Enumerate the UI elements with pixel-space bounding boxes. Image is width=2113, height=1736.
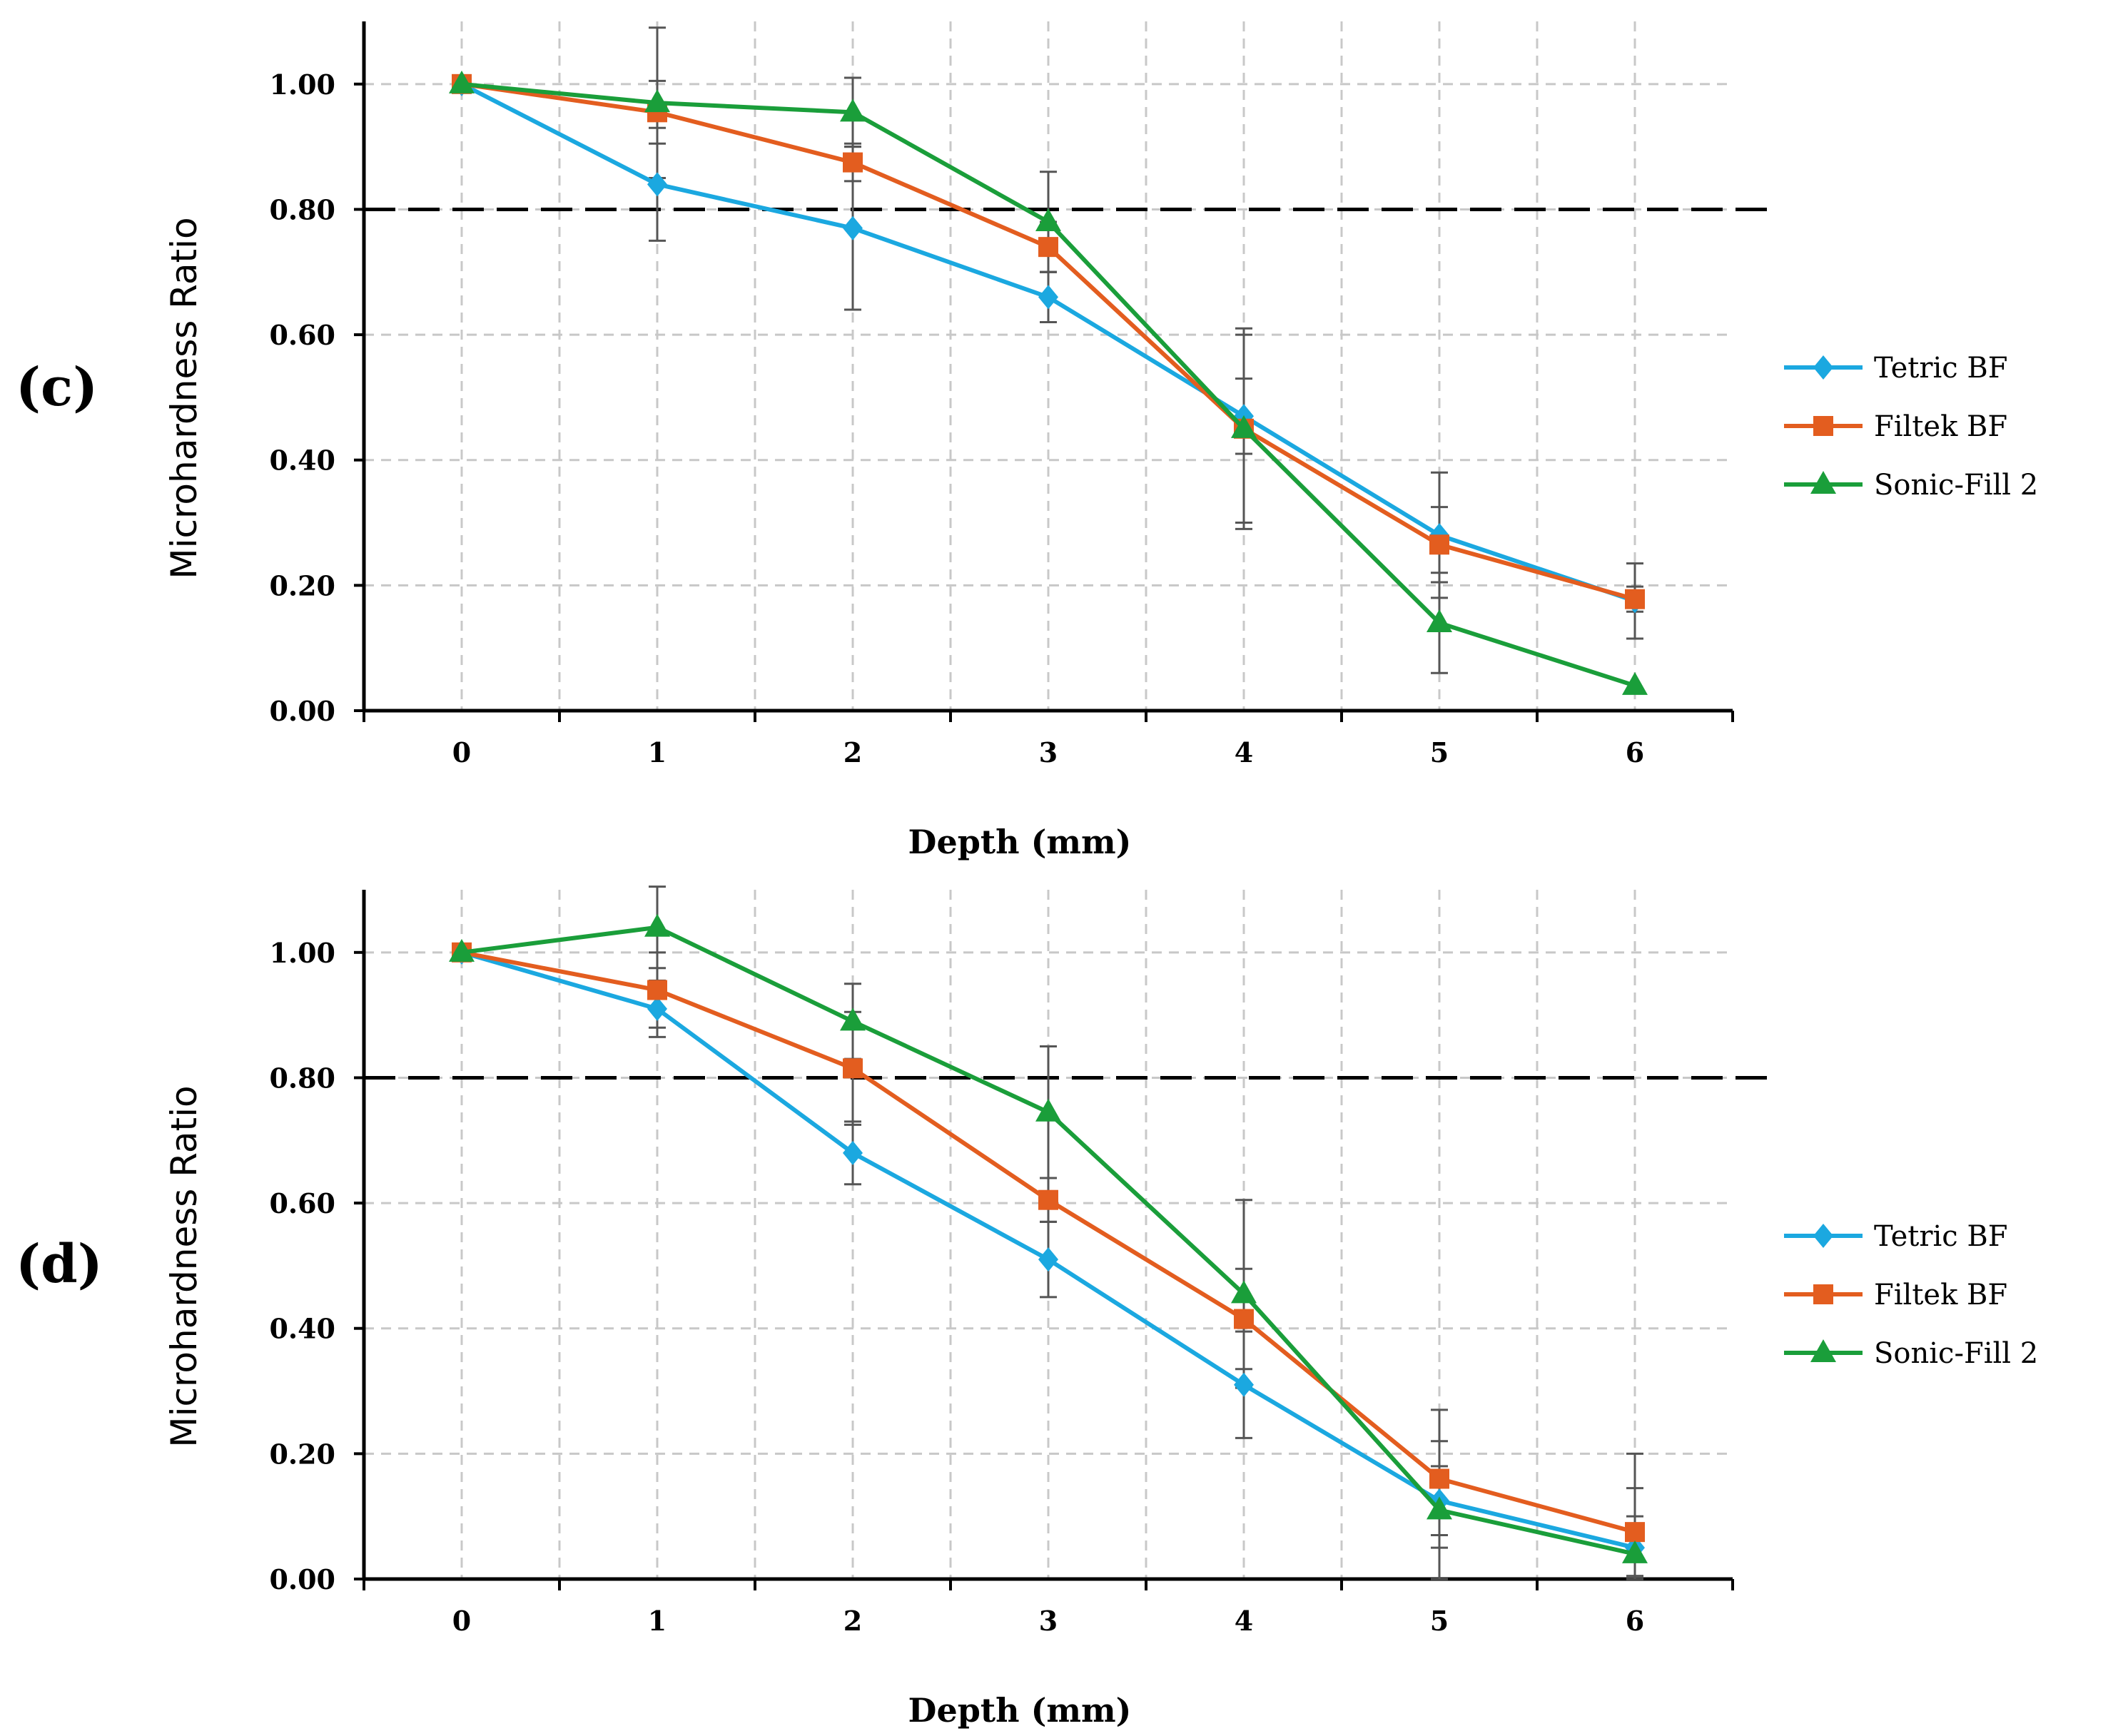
y-tick-label: 0.80 — [269, 193, 335, 225]
legend-label-sonic-fill-2: Sonic-Fill 2 — [1874, 1337, 2038, 1370]
legend-label-tetric-bf: Tetric BF — [1874, 1220, 2008, 1253]
data-point-sonic-fill-2 — [1231, 415, 1257, 438]
x-tick-label: 3 — [1039, 1605, 1058, 1637]
data-point-sonic-fill-2 — [1427, 609, 1452, 633]
data-point-sonic-fill-2 — [840, 1007, 866, 1031]
y-axis-title: Microhardness Ratio — [163, 1085, 205, 1447]
data-point-tetric-bf — [1038, 285, 1058, 310]
data-point-sonic-fill-2 — [1231, 1280, 1257, 1304]
x-tick-label: 5 — [1430, 1605, 1449, 1637]
x-tick-label: 4 — [1235, 1605, 1253, 1637]
data-point-sonic-fill-2 — [1622, 1540, 1648, 1563]
chart-panel-c: (c) 0.00 0.20 0.40 0.60 0.80 1.00 0 1 2 3 4 5 6 Depth… — [16, 21, 2038, 861]
legend-label-filtek-bf: Filtek BF — [1874, 410, 2007, 443]
data-point-filtek-bf — [1234, 1309, 1254, 1329]
legend-marker-filtek-bf — [1813, 416, 1833, 436]
legend-marker-filtek-bf — [1813, 1284, 1833, 1304]
data-point-tetric-bf — [647, 172, 667, 197]
data-point-filtek-bf — [843, 152, 863, 173]
y-tick-label: 0.80 — [269, 1062, 335, 1094]
data-point-sonic-fill-2 — [449, 938, 475, 962]
y-axis-title: Microhardness Ratio — [163, 217, 205, 579]
data-point-filtek-bf — [1429, 534, 1449, 555]
y-tick-label: 0.60 — [269, 319, 335, 351]
x-tick-label: 0 — [452, 1605, 471, 1637]
data-point-sonic-fill-2 — [449, 70, 475, 93]
y-tick-label: 1.00 — [269, 937, 335, 969]
data-point-sonic-fill-2 — [1035, 208, 1061, 232]
data-point-sonic-fill-2 — [840, 98, 866, 122]
data-point-sonic-fill-2 — [1427, 1496, 1452, 1520]
x-tick-label: 3 — [1039, 736, 1058, 768]
chart-d: 0.00 0.20 0.40 0.60 0.80 1.00 0 1 2 3 4 5 6 Depth (mm… — [163, 885, 2038, 1730]
data-point-filtek-bf — [647, 980, 667, 1000]
chart-panel-d: (d) 0.00 0.20 0.40 0.60 0.80 1.00 0 1 2 3 4 5 6 Depth… — [0, 868, 2113, 1736]
panel-label: (c) — [16, 357, 98, 418]
x-tick-label: 5 — [1430, 736, 1449, 768]
data-point-tetric-bf — [1038, 1247, 1058, 1272]
x-tick-label: 1 — [648, 1605, 667, 1637]
y-tick-label: 0.20 — [269, 1438, 335, 1470]
data-point-filtek-bf — [1429, 1468, 1449, 1489]
x-axis-title: Depth (mm) — [908, 1691, 1132, 1730]
data-point-tetric-bf — [843, 215, 863, 240]
data-point-tetric-bf — [647, 996, 667, 1021]
data-point-filtek-bf — [1625, 1522, 1645, 1543]
data-point-sonic-fill-2 — [644, 89, 670, 113]
data-point-filtek-bf — [1038, 237, 1058, 258]
panel-label: (d) — [16, 1234, 103, 1295]
x-tick-label: 4 — [1235, 736, 1253, 768]
x-tick-label: 6 — [1626, 1605, 1644, 1637]
data-point-filtek-bf — [843, 1058, 863, 1079]
y-tick-label: 0.40 — [269, 445, 335, 477]
legend-label-tetric-bf: Tetric BF — [1874, 352, 2008, 385]
y-tick-label: 0.60 — [269, 1187, 335, 1219]
y-tick-label: 1.00 — [269, 68, 335, 101]
x-axis-title: Depth (mm) — [908, 823, 1132, 861]
x-tick-label: 1 — [648, 736, 667, 768]
legend-marker-sonic-fill-2 — [1810, 1339, 1836, 1362]
chart-c: 0.00 0.20 0.40 0.60 0.80 1.00 0 1 2 3 4 5 6 Depth (mm… — [163, 21, 2038, 861]
legend-marker-tetric-bf — [1813, 1224, 1833, 1248]
y-tick-label: 0.00 — [269, 695, 335, 727]
x-tick-label: 2 — [843, 736, 862, 768]
legend-label-filtek-bf: Filtek BF — [1874, 1279, 2007, 1311]
x-tick-label: 2 — [843, 1605, 862, 1637]
data-point-filtek-bf — [1038, 1189, 1058, 1210]
legend-marker-sonic-fill-2 — [1810, 471, 1836, 494]
x-tick-label: 0 — [452, 736, 471, 768]
data-point-sonic-fill-2 — [644, 913, 670, 937]
data-point-tetric-bf — [1234, 1372, 1254, 1397]
data-point-tetric-bf — [843, 1140, 863, 1165]
y-tick-label: 0.00 — [269, 1563, 335, 1595]
data-point-sonic-fill-2 — [1622, 671, 1648, 695]
x-tick-label: 6 — [1626, 736, 1644, 768]
legend-marker-tetric-bf — [1813, 355, 1833, 380]
legend-label-sonic-fill-2: Sonic-Fill 2 — [1874, 469, 2038, 502]
data-point-filtek-bf — [1625, 589, 1645, 609]
data-point-sonic-fill-2 — [1035, 1098, 1061, 1122]
y-tick-label: 0.20 — [269, 569, 335, 601]
y-tick-label: 0.40 — [269, 1313, 335, 1345]
